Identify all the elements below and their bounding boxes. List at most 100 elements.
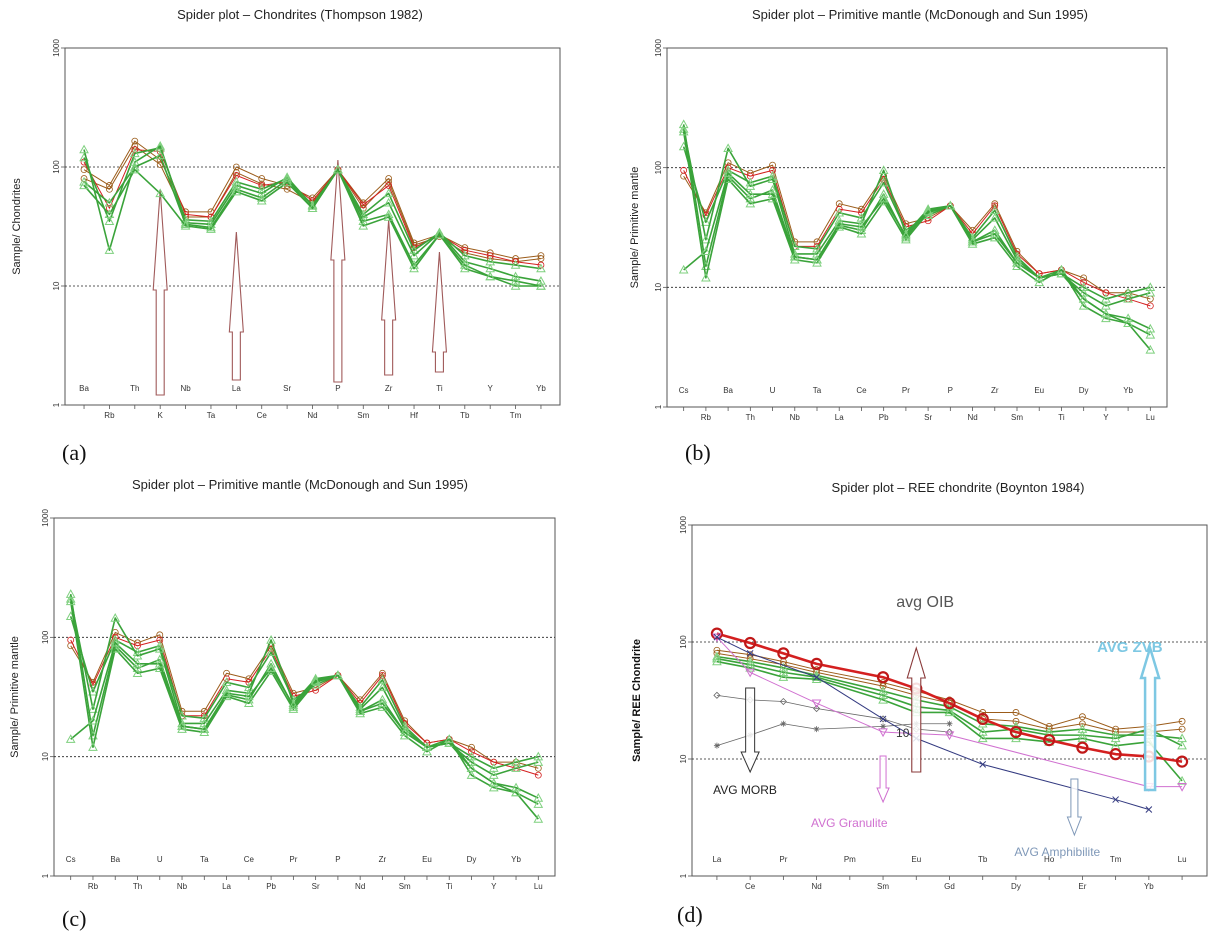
data-point xyxy=(155,141,166,150)
data-point xyxy=(536,276,546,285)
data-point xyxy=(989,212,1000,222)
data-point xyxy=(533,814,544,823)
y-axis-label: Sample/ REE Chondrite xyxy=(631,639,643,762)
data-point xyxy=(1123,313,1133,323)
data-point xyxy=(944,707,955,717)
data-point xyxy=(813,726,820,733)
x-tick-label-bottom: Gd xyxy=(944,882,955,891)
data-point xyxy=(1101,313,1111,323)
data-point xyxy=(701,272,711,282)
y-axis-label: Sample/ Primitive mantle xyxy=(9,636,21,758)
data-point xyxy=(423,739,431,747)
data-point xyxy=(834,220,845,229)
data-point xyxy=(510,276,521,285)
up-arrow-la xyxy=(228,231,244,381)
annotation-10: 10 xyxy=(896,726,910,740)
y-tick-label: 1 xyxy=(679,873,688,878)
data-point xyxy=(536,263,546,273)
x-tick-label-top: Nb xyxy=(180,384,191,393)
amph-arrow xyxy=(1066,778,1083,837)
data-point xyxy=(923,206,933,216)
x-tick-label-bottom: Sm xyxy=(877,882,889,891)
y-tick-label: 10 xyxy=(679,754,688,763)
x-tick-label-top: Tb xyxy=(978,855,988,864)
chart-c: 1 10 100 1000 Spider plot – Primitive mantle… xyxy=(9,477,556,891)
series-line xyxy=(69,598,539,776)
data-point xyxy=(156,636,164,644)
annotation-avg-amphibilite: AVG Amphibilite xyxy=(1014,845,1100,859)
x-tick-label-top: Pm xyxy=(844,855,856,864)
data-point xyxy=(879,715,887,723)
data-point xyxy=(878,728,888,738)
x-tick-label-top: Ho xyxy=(1044,855,1055,864)
x-tick-label-bottom: Er xyxy=(1078,882,1086,891)
data-point xyxy=(1123,318,1133,328)
data-point xyxy=(221,689,232,699)
data-point xyxy=(712,633,722,643)
series-line xyxy=(716,649,1183,730)
data-point xyxy=(533,751,544,761)
panel-label-d: (d) xyxy=(677,902,703,927)
x-tick-label-bottom: Th xyxy=(746,413,755,422)
data-point xyxy=(511,763,521,772)
x-tick-label-bottom: Dy xyxy=(1011,882,1021,891)
data-point xyxy=(88,715,98,725)
data-point xyxy=(132,668,143,677)
y-tick-label: 1000 xyxy=(654,39,663,57)
x-tick-label-top: Pr xyxy=(902,386,910,395)
annotation-avg-zvb: AVG ZVB xyxy=(1097,639,1163,656)
data-point xyxy=(154,658,165,668)
x-tick-label-top: Cs xyxy=(66,855,76,864)
data-point xyxy=(67,636,75,644)
data-point xyxy=(701,234,711,244)
data-point xyxy=(88,686,98,696)
series-c-3 xyxy=(65,593,544,779)
data-point xyxy=(310,676,321,685)
data-point xyxy=(282,177,292,187)
x-tick-label-bottom: K xyxy=(158,411,164,420)
x-tick-label-bottom: Yb xyxy=(1144,882,1154,891)
granulite-arrow xyxy=(876,755,890,804)
x-tick-label-top: U xyxy=(770,386,776,395)
series-line xyxy=(716,660,1183,782)
data-point xyxy=(533,757,544,766)
data-point xyxy=(399,727,410,737)
data-point xyxy=(812,248,822,258)
series-line xyxy=(83,145,542,282)
data-point xyxy=(745,189,756,198)
data-point xyxy=(991,202,999,210)
data-point xyxy=(778,662,789,672)
data-point xyxy=(1079,720,1086,728)
data-point xyxy=(468,743,475,751)
series-line xyxy=(716,655,1183,740)
y-tick-label: 10 xyxy=(654,282,663,291)
x-tick-label-bottom: Nd xyxy=(811,882,821,891)
data-point xyxy=(383,188,394,198)
data-point xyxy=(131,137,139,145)
data-point xyxy=(880,723,887,730)
series-b-6 xyxy=(678,168,1156,333)
x-tick-label-top: P xyxy=(335,384,340,393)
x-tick-label-top: Dy xyxy=(467,855,477,864)
series-line xyxy=(83,168,542,287)
series-line xyxy=(70,631,539,769)
x-tick-label-bottom: Lu xyxy=(534,882,543,891)
x-tick-label-top: U xyxy=(157,855,163,864)
y-tick-label: 1000 xyxy=(52,39,61,57)
y-tick-label: 1 xyxy=(654,404,663,409)
data-point xyxy=(177,724,187,733)
data-point xyxy=(701,246,711,256)
data-point xyxy=(104,209,115,219)
data-point xyxy=(466,757,477,766)
chart-title: Spider plot – Primitive mantle (McDonoug… xyxy=(132,477,468,492)
data-point xyxy=(1035,270,1043,278)
data-point xyxy=(288,700,299,709)
data-point xyxy=(1146,302,1154,310)
data-point xyxy=(106,185,113,193)
x-tick-label-bottom: Nb xyxy=(177,882,188,891)
data-point xyxy=(132,658,143,668)
x-tick-label-top: Yb xyxy=(536,384,546,393)
data-point xyxy=(154,654,165,664)
data-point xyxy=(468,748,475,756)
data-point xyxy=(231,186,242,196)
